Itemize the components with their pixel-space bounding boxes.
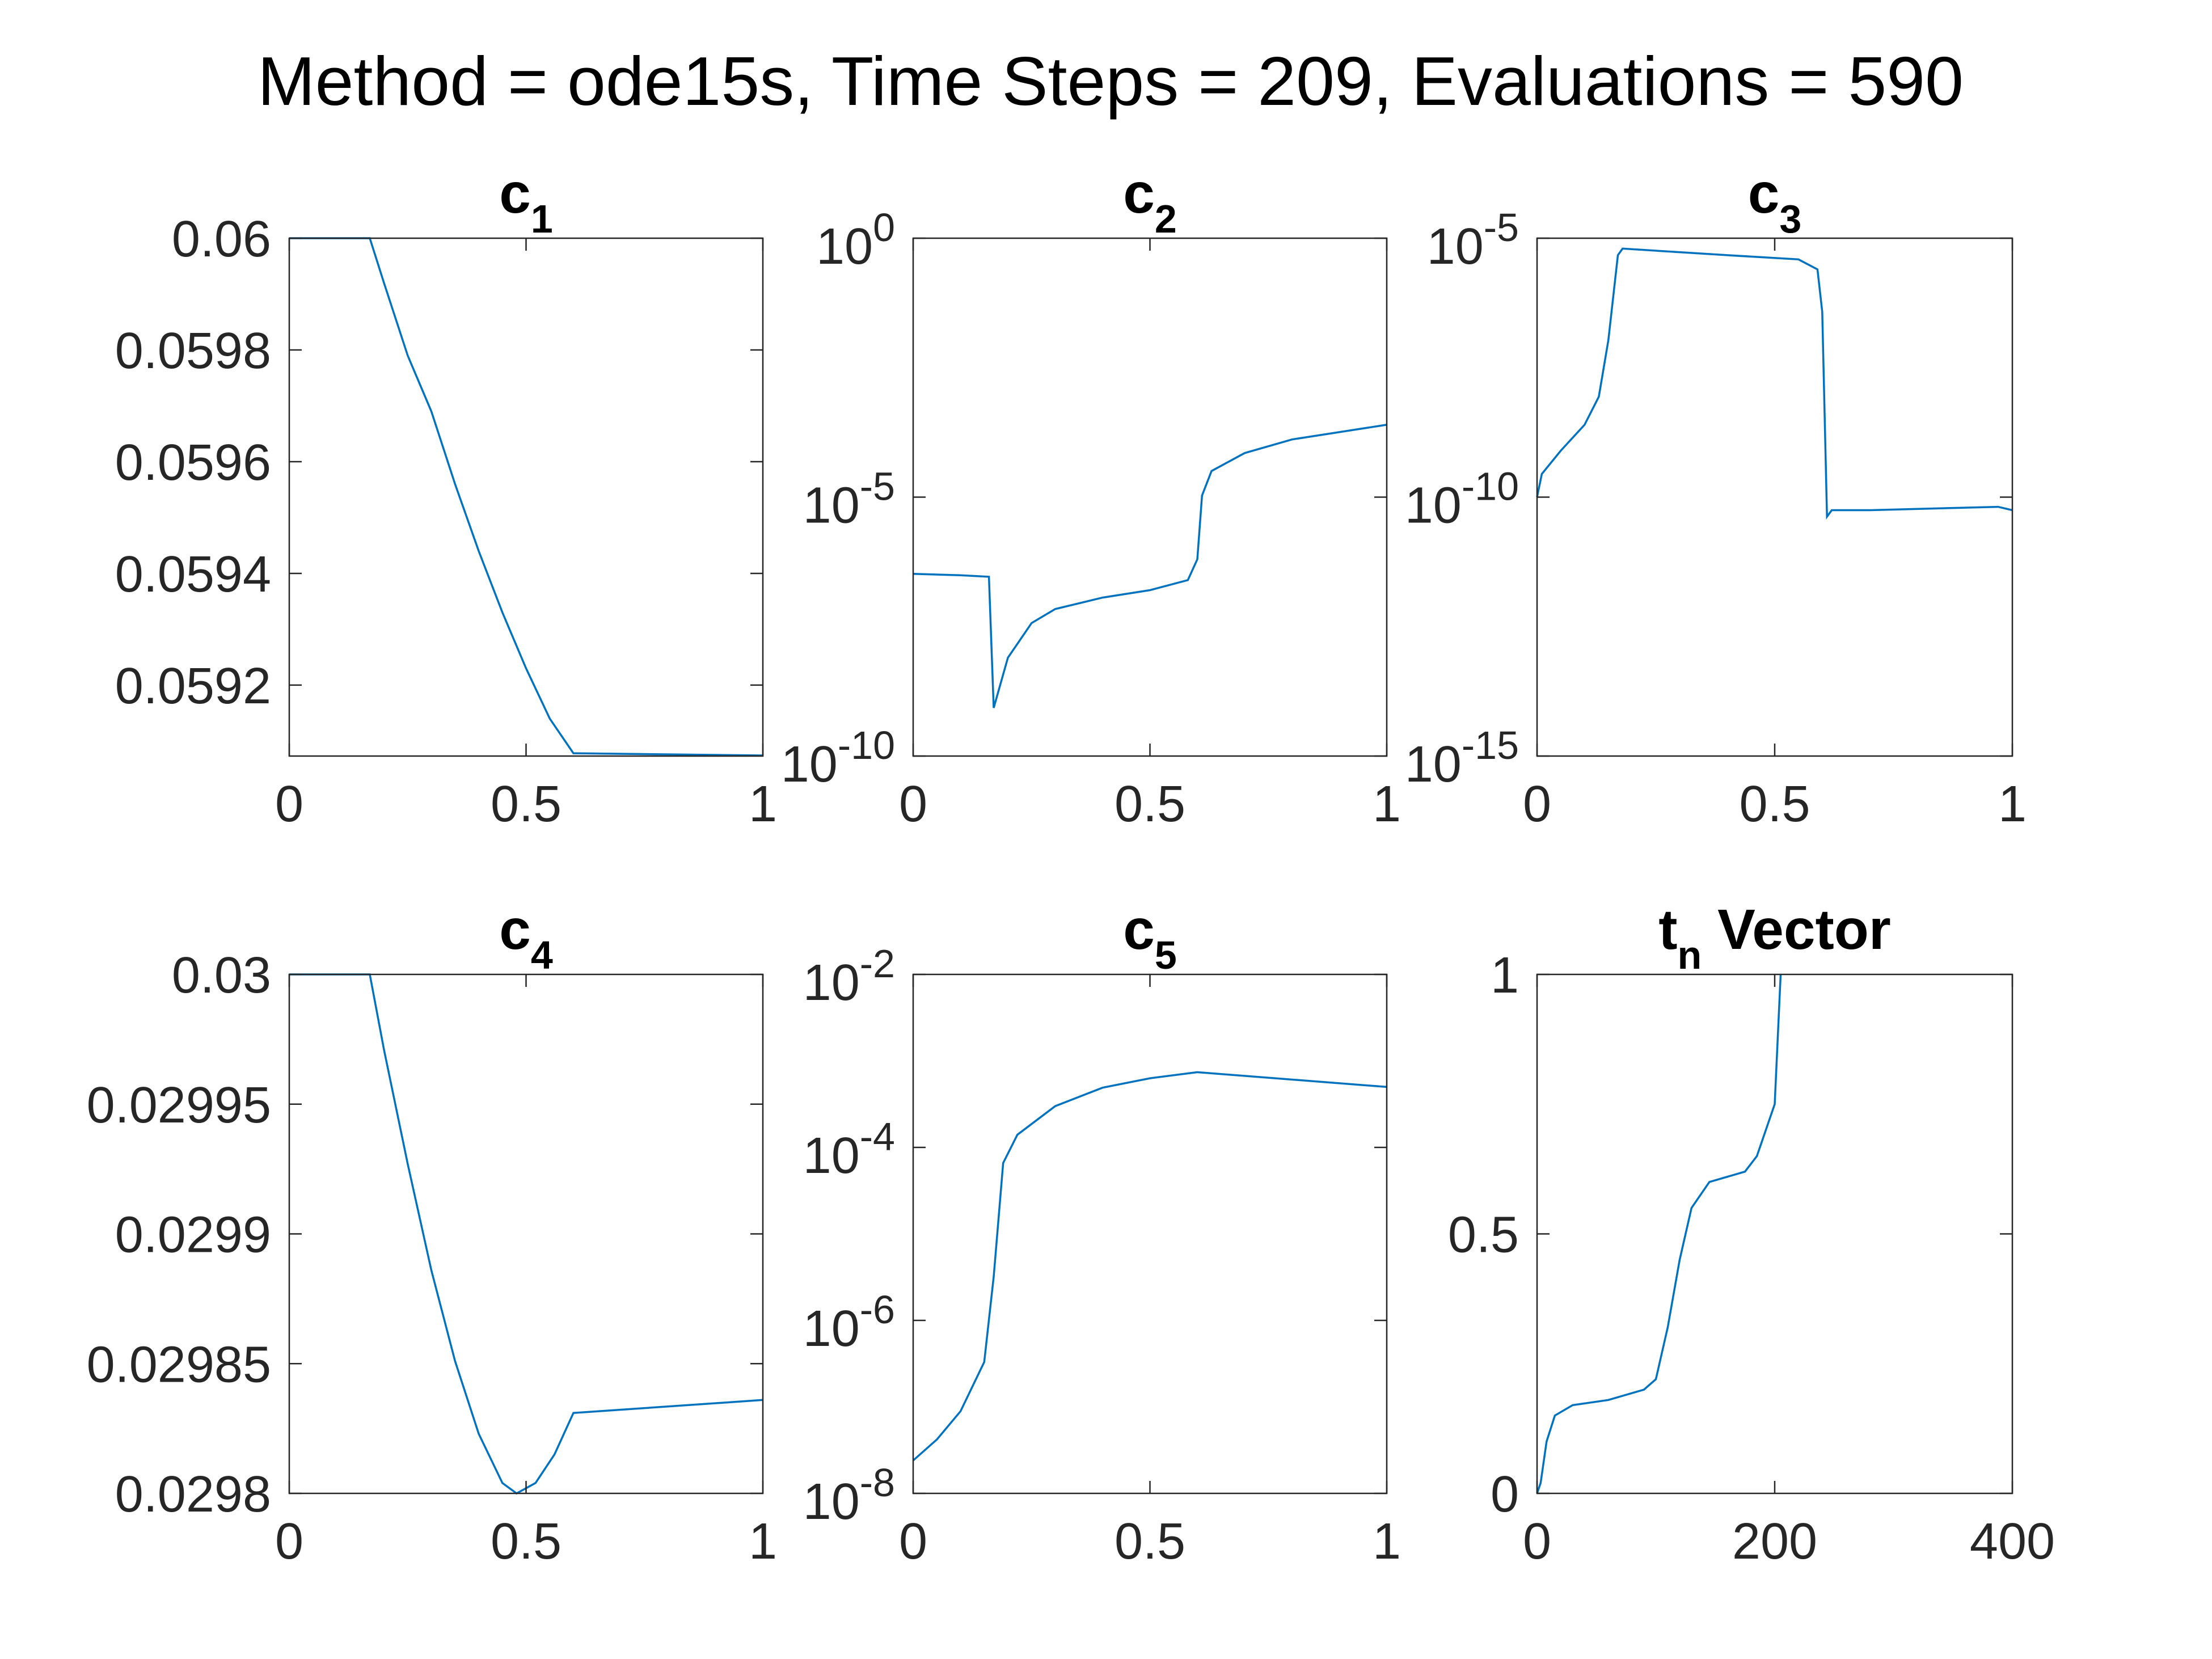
x-tick-label: 0.5	[491, 1513, 562, 1570]
y-tick-label: 0	[1491, 1466, 1519, 1523]
x-tick-label: 0	[1523, 1513, 1551, 1570]
axes-title-part: t	[1658, 898, 1677, 961]
x-tick-label: 400	[1970, 1513, 2055, 1570]
y-tick-label-exponent: -5	[860, 465, 895, 509]
axes-title: c5	[1123, 898, 1177, 977]
y-tick-label: 10-5	[803, 465, 895, 534]
x-tick-label: 0	[899, 1513, 927, 1570]
x-tick-label: 0	[275, 776, 303, 833]
x-tick-label: 200	[1732, 1513, 1817, 1570]
y-tick-label-base: 10	[803, 1474, 860, 1530]
y-tick-label: 0.0298	[115, 1466, 271, 1523]
data-line	[912, 1071, 1387, 1462]
y-tick-label: 0.06	[172, 211, 271, 268]
axes-title: c1	[499, 162, 553, 241]
y-tick-label: 10-6	[803, 1287, 895, 1357]
y-tick-label-base: 10	[803, 1301, 860, 1357]
axes-title: tn Vector	[1658, 898, 1891, 977]
y-tick-label: 0.02985	[87, 1336, 271, 1393]
data-line	[289, 237, 763, 757]
x-tick-label: 0.5	[1739, 776, 1810, 833]
y-tick-label: 10-10	[1405, 465, 1519, 534]
x-tick-label: 1	[749, 1513, 777, 1570]
x-tick-label: 0	[899, 776, 927, 833]
y-tick-label-base: 10	[803, 478, 860, 534]
y-tick-label: 10-15	[1405, 723, 1519, 793]
y-tick-label: 0.0299	[115, 1207, 271, 1264]
y-tick-label-exponent: -8	[860, 1460, 895, 1505]
y-tick-label: 0.0592	[115, 658, 271, 715]
x-tick-label: 0.5	[1115, 776, 1185, 833]
axes-title: c2	[1123, 162, 1177, 241]
axes-title-part: c	[499, 162, 531, 225]
x-tick-label: 0.5	[1115, 1513, 1185, 1570]
axes-title: c4	[499, 898, 553, 977]
axes-title-part: c	[1123, 162, 1155, 225]
y-tick-label-base: 10	[1427, 218, 1484, 275]
x-tick-label: 1	[749, 776, 777, 833]
y-tick-label-base: 10	[1405, 736, 1462, 793]
y-tick-label: 10-2	[803, 942, 895, 1011]
y-tick-label-base: 10	[803, 955, 860, 1011]
y-tick-label-exponent: -10	[1462, 465, 1519, 509]
y-tick-label: 10-4	[803, 1115, 895, 1184]
x-tick-label: 1	[1998, 776, 2027, 833]
y-tick-label: 0.5	[1448, 1207, 1519, 1264]
axes-title-part: c	[1748, 162, 1780, 225]
y-tick-label: 10-10	[781, 723, 895, 793]
y-tick-label-base: 10	[803, 1128, 860, 1184]
y-tick-label: 10-5	[1427, 205, 1519, 275]
x-tick-label: 0	[1523, 776, 1551, 833]
axes-title-part: c	[499, 898, 531, 961]
axes-title-part: 1	[531, 197, 553, 241]
y-tick-label: 10-8	[803, 1460, 895, 1530]
x-tick-label: 1	[1373, 776, 1401, 833]
y-tick-label-exponent: -15	[1462, 723, 1519, 767]
x-tick-label: 0	[275, 1513, 303, 1570]
axes-title-part: 4	[531, 933, 553, 977]
axes-title-part: 5	[1155, 933, 1177, 977]
data-line	[1536, 247, 2013, 520]
data-line	[913, 424, 1387, 708]
y-tick-label: 100	[816, 205, 895, 275]
y-tick-label: 0.03	[172, 947, 271, 1004]
y-tick-label: 0.02995	[87, 1077, 271, 1134]
y-tick-label-base: 10	[1405, 478, 1462, 534]
y-tick-label-base: 10	[781, 736, 838, 793]
y-tick-label-exponent: -6	[860, 1287, 895, 1332]
y-tick-label-exponent: -4	[860, 1115, 895, 1159]
axes-title-part: c	[1123, 898, 1155, 961]
y-tick-label-exponent: 0	[873, 205, 895, 250]
x-tick-label: 0.5	[491, 776, 562, 833]
y-tick-label: 0.0594	[115, 546, 271, 603]
y-tick-label: 0.0596	[115, 434, 271, 491]
y-tick-label-exponent: -5	[1484, 205, 1519, 250]
axes-title-part: 2	[1155, 197, 1177, 241]
y-tick-label-exponent: -10	[838, 723, 895, 767]
y-tick-label-base: 10	[816, 218, 873, 275]
y-tick-label: 0.0598	[115, 323, 271, 379]
x-tick-label: 1	[1373, 1513, 1401, 1570]
y-tick-label-exponent: -2	[860, 942, 895, 986]
data-line	[1536, 974, 1782, 1494]
y-tick-label: 1	[1491, 947, 1519, 1004]
data-line	[289, 973, 763, 1495]
axes-title-part: 3	[1779, 197, 1801, 241]
axes-title: c3	[1748, 162, 1802, 241]
figure-title: Method = ode15s, Time Steps = 209, Evalu…	[257, 43, 1964, 120]
axes-title-part: n	[1678, 933, 1702, 977]
axes-title-part: Vector	[1702, 898, 1891, 961]
